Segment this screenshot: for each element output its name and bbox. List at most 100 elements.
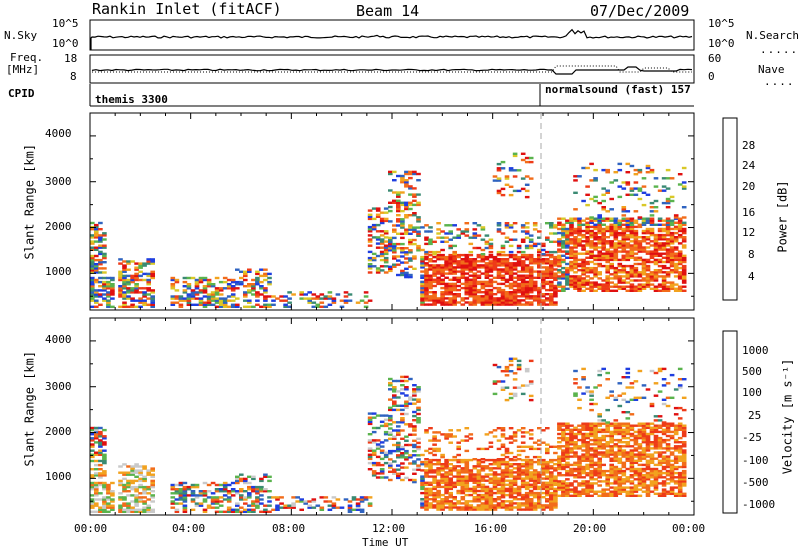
heatmap-cell: [371, 472, 377, 475]
heatmap-cell: [436, 264, 441, 267]
heatmap-cell: [617, 432, 623, 436]
heatmap-cell: [412, 419, 417, 422]
heatmap-cell: [448, 479, 453, 482]
heatmap-cell: [98, 430, 103, 434]
heatmap-cell: [444, 502, 449, 505]
heatmap-cell: [557, 283, 562, 286]
heatmap-cell: [472, 475, 478, 478]
heatmap-cell: [222, 305, 228, 308]
heatmap-cell: [589, 486, 594, 489]
heatmap-cell: [613, 455, 619, 458]
heatmap-cell: [400, 269, 405, 273]
heatmap-cell: [653, 248, 659, 251]
heatmap-cell: [589, 478, 594, 481]
heatmap-cell: [557, 482, 562, 485]
heatmap-cell: [589, 283, 594, 286]
heatmap-cell: [444, 255, 449, 259]
heatmap-cell: [641, 217, 647, 220]
heatmap-cell: [444, 473, 449, 476]
heatmap-cell: [629, 229, 635, 233]
heatmap-cell: [388, 209, 393, 213]
heatmap-cell: [589, 484, 594, 487]
heatmap-cell: [577, 428, 582, 431]
heatmap-cell: [605, 277, 610, 280]
heatmap-cell: [400, 251, 405, 254]
heatmap-cell: [677, 426, 683, 429]
heatmap-cell: [581, 378, 586, 381]
heatmap-cell: [504, 365, 510, 369]
heatmap-cell: [424, 242, 429, 246]
heatmap-cell: [383, 232, 389, 235]
heatmap-cell: [492, 483, 498, 486]
heatmap-cell: [613, 476, 619, 479]
heatmap-cell: [581, 424, 586, 427]
heatmap-cell: [504, 260, 510, 263]
heatmap-cell: [633, 398, 639, 401]
heatmap-cell: [468, 475, 474, 478]
heatmap-cell: [484, 297, 490, 300]
heatmap-cell: [375, 461, 381, 465]
heatmap-cell: [653, 289, 659, 292]
heatmap-cell: [331, 299, 337, 302]
heatmap-cell: [585, 266, 590, 270]
heatmap-cell: [524, 483, 530, 486]
heatmap-cell: [500, 427, 506, 430]
heatmap-cell: [396, 379, 401, 383]
heatmap-cell: [520, 158, 526, 162]
heatmap-cell: [396, 199, 401, 202]
heatmap-cell: [585, 474, 590, 477]
heatmap-cell: [524, 463, 530, 466]
heatmap-cell: [641, 426, 647, 429]
heatmap-cell: [605, 469, 610, 473]
heatmap-cell: [400, 379, 405, 383]
heatmap-cell: [625, 254, 631, 257]
heatmap-cell: [516, 469, 522, 472]
heatmap-cell: [549, 262, 554, 265]
heatmap-cell: [613, 171, 619, 174]
heatmap-cell: [681, 260, 687, 264]
heatmap-cell: [549, 473, 554, 476]
heatmap-cell: [480, 253, 486, 256]
heatmap-cell: [420, 291, 425, 294]
heatmap-cell: [230, 285, 236, 288]
heatmap-cell: [605, 424, 610, 427]
heatmap-cell: [412, 193, 417, 196]
heatmap-cell: [448, 244, 453, 248]
heatmap-cell: [573, 494, 578, 497]
heatmap-cell: [106, 283, 111, 286]
heatmap-cell: [617, 488, 623, 491]
heatmap-cell: [367, 209, 373, 212]
heatmap-cell: [275, 506, 280, 509]
heatmap-cell: [512, 288, 518, 292]
heatmap-cell: [601, 244, 606, 247]
heatmap-cell: [613, 465, 619, 469]
heatmap-cell: [673, 413, 679, 416]
heatmap-cell: [641, 484, 647, 487]
heatmap-cell: [440, 433, 445, 436]
heatmap-cell: [581, 219, 586, 222]
heatmap-cell: [653, 463, 659, 467]
heatmap-cell: [90, 433, 95, 436]
heatmap-cell: [516, 301, 522, 304]
heatmap-cell: [621, 392, 627, 395]
heatmap-cell: [319, 305, 325, 308]
heatmap-cell: [641, 396, 647, 399]
heatmap-cell: [444, 487, 449, 491]
heatmap-cell: [496, 301, 502, 304]
heatmap-cell: [444, 232, 449, 235]
heatmap-cell: [537, 471, 542, 474]
heatmap-cell: [271, 303, 276, 306]
heatmap-cell: [464, 500, 470, 503]
heatmap-cell: [251, 278, 256, 282]
heatmap-cell: [371, 412, 377, 415]
heatmap-cell: [496, 380, 502, 383]
heatmap-cell: [500, 471, 506, 474]
heatmap-cell: [601, 193, 606, 196]
heatmap-cell: [182, 481, 188, 485]
heatmap-cell: [456, 489, 461, 493]
heatmap-cell: [589, 179, 594, 182]
heatmap-cell: [524, 293, 530, 296]
heatmap-cell: [146, 303, 151, 306]
heatmap-cell: [383, 461, 389, 465]
heatmap-cell: [520, 266, 526, 269]
